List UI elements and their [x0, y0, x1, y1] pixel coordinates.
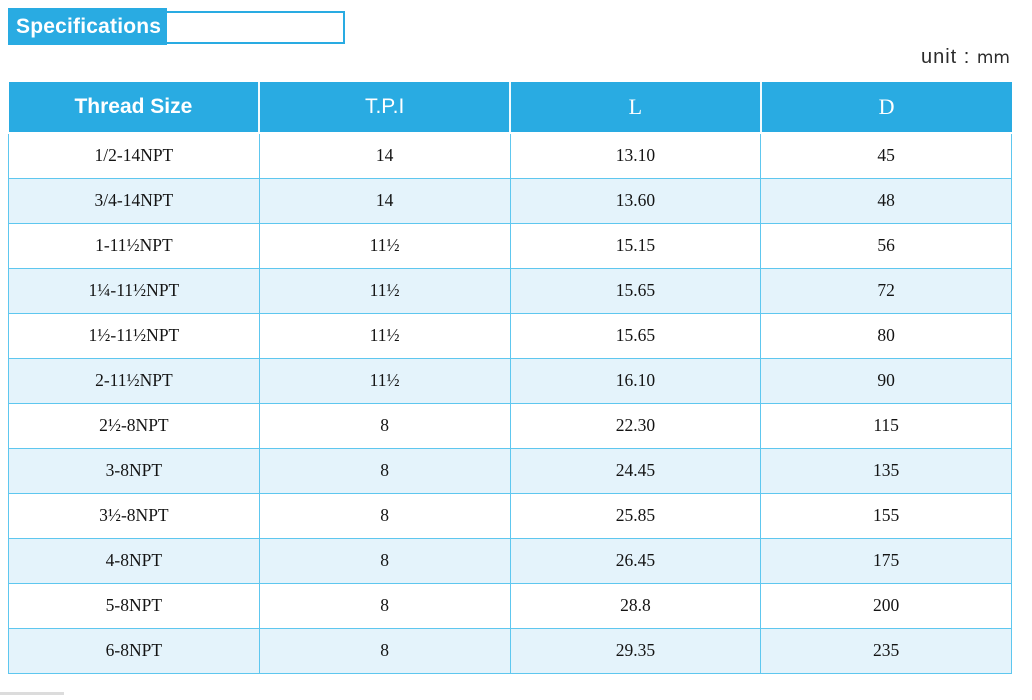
table-cell: 235 — [760, 627, 1012, 674]
table-row: 3½-8NPT 8 25.85 155 — [8, 492, 1012, 539]
table-cell: 24.45 — [509, 447, 762, 494]
table-cell: 80 — [760, 312, 1012, 359]
table-cell: 56 — [760, 222, 1012, 269]
table-cell: 2½-8NPT — [8, 402, 260, 449]
table-header: Thread Size T.P.I L D — [8, 82, 1012, 134]
table-cell: 11½ — [258, 357, 511, 404]
table-row: 2-11½NPT 11½ 16.10 90 — [8, 357, 1012, 404]
table-cell: 3½-8NPT — [8, 492, 260, 539]
table-cell: 11½ — [258, 267, 511, 314]
table-cell: 6-8NPT — [8, 627, 260, 674]
table-cell: 8 — [258, 447, 511, 494]
table-cell: 14 — [258, 177, 511, 224]
table-row: 1-11½NPT 11½ 15.15 56 — [8, 222, 1012, 269]
table-cell: 175 — [760, 537, 1012, 584]
table-cell: 1½-11½NPT — [8, 312, 260, 359]
table-cell: 16.10 — [509, 357, 762, 404]
table-cell: 5-8NPT — [8, 582, 260, 629]
title-row: Specifications — [8, 8, 346, 45]
unit-value: mm — [976, 48, 1010, 68]
table-body: 1/2-14NPT 14 13.10 45 3/4-14NPT 14 13.60 48 1-11… — [8, 132, 1012, 674]
table-row: 1¼-11½NPT 11½ 15.65 72 — [8, 267, 1012, 314]
table-cell: 8 — [258, 537, 511, 584]
table-cell: 26.45 — [509, 537, 762, 584]
table-cell: 1¼-11½NPT — [8, 267, 260, 314]
table-row: 3-8NPT 8 24.45 135 — [8, 447, 1012, 494]
table-cell: 8 — [258, 627, 511, 674]
header-d: D — [759, 82, 1012, 134]
table-cell: 3/4-14NPT — [8, 177, 260, 224]
table-row: 5-8NPT 8 28.8 200 — [8, 582, 1012, 629]
table-cell: 8 — [258, 492, 511, 539]
table-cell: 1/2-14NPT — [8, 132, 260, 179]
table-cell: 48 — [760, 177, 1012, 224]
table-row: 4-8NPT 8 26.45 175 — [8, 537, 1012, 584]
header-l: L — [509, 82, 761, 134]
table-cell: 15.65 — [509, 267, 762, 314]
unit-note: unit : mm — [921, 46, 1010, 69]
table-cell: 45 — [760, 132, 1012, 179]
title-empty-box — [165, 11, 346, 44]
table-row: 1/2-14NPT 14 13.10 45 — [8, 132, 1012, 179]
unit-label: unit : — [920, 46, 971, 68]
header-thread-size: Thread Size — [8, 82, 260, 134]
table-cell: 90 — [760, 357, 1012, 404]
table-row: 1½-11½NPT 11½ 15.65 80 — [8, 312, 1012, 359]
table-cell: 200 — [760, 582, 1012, 629]
bottom-left-gray-bar — [0, 692, 64, 695]
table-cell: 135 — [760, 447, 1012, 494]
table-row: 2½-8NPT 8 22.30 115 — [8, 402, 1012, 449]
table-cell: 4-8NPT — [8, 537, 260, 584]
header-tpi: T.P.I — [258, 82, 510, 134]
table-cell: 13.60 — [509, 177, 762, 224]
table-cell: 11½ — [258, 222, 511, 269]
table-cell: 22.30 — [509, 402, 762, 449]
table-cell: 29.35 — [509, 627, 762, 674]
table-cell: 3-8NPT — [8, 447, 260, 494]
table-cell: 72 — [760, 267, 1012, 314]
table-cell: 25.85 — [509, 492, 762, 539]
table-cell: 8 — [258, 402, 511, 449]
table-cell: 115 — [760, 402, 1012, 449]
table-cell: 13.10 — [509, 132, 762, 179]
table-row: 6-8NPT 8 29.35 235 — [8, 627, 1012, 674]
table-cell: 11½ — [258, 312, 511, 359]
header-row: Thread Size T.P.I L D — [8, 82, 1012, 134]
table-row: 3/4-14NPT 14 13.60 48 — [8, 177, 1012, 224]
table-cell: 15.65 — [509, 312, 762, 359]
specifications-title-badge: Specifications — [8, 8, 168, 45]
table-cell: 14 — [258, 132, 511, 179]
table-cell: 28.8 — [509, 582, 762, 629]
table-cell: 8 — [258, 582, 511, 629]
table-cell: 2-11½NPT — [8, 357, 260, 404]
specifications-table: Thread Size T.P.I L D 1/2-14NPT 14 13.10 45… — [8, 82, 1012, 674]
table-cell: 1-11½NPT — [8, 222, 260, 269]
table-cell: 15.15 — [509, 222, 762, 269]
table-cell: 155 — [760, 492, 1012, 539]
